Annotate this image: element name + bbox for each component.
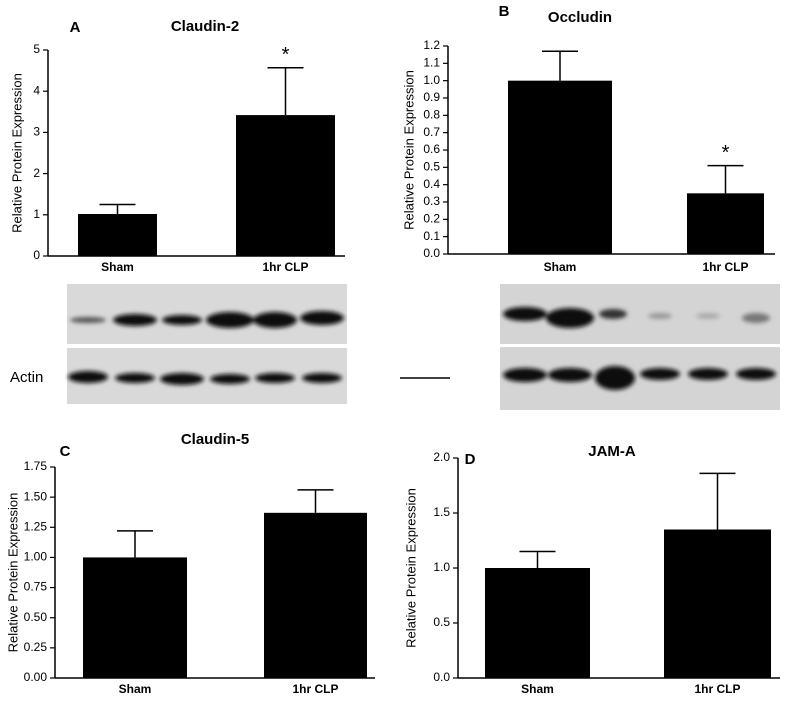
y-tick-label: 0.4 [423,177,440,191]
y-tick-label: 0.0 [433,670,450,684]
y-tick-label: 0.7 [423,125,440,139]
y-tick-label: 1.00 [24,550,48,564]
blot-panel [67,284,347,344]
y-tick-label: 0.8 [423,108,440,122]
x-tick-label: 1hr CLP [694,682,740,696]
significance-marker: * [282,44,290,66]
y-tick-label: 0.3 [423,194,440,208]
y-tick-label: 0.5 [423,160,440,174]
blot-panel [500,347,780,410]
blot-images: Actin [10,284,780,410]
y-tick-label: 2 [33,166,40,180]
bar [485,568,590,678]
blot-label: Actin [10,369,43,386]
y-tick-label: 0.2 [423,212,440,226]
blot-panel [67,348,347,404]
blot-bands [68,307,776,390]
x-tick-label: 1hr CLP [292,682,338,696]
y-tick-label: 0.00 [24,670,48,684]
y-tick-label: 1.5 [433,505,450,519]
y-tick-label: 2.0 [433,450,450,464]
y-tick-label: 0 [33,248,40,262]
y-tick-label: 0.9 [423,90,440,104]
bar [664,529,771,678]
y-tick-label: 5 [33,42,40,56]
y-tick-label: 1.0 [433,560,450,574]
chart-title: Occludin [548,9,612,26]
y-tick-label: 1 [33,207,40,221]
y-tick-label: 0.50 [24,610,48,624]
y-tick-label: 1.2 [423,38,440,52]
y-axis-label: Relative Protein Expression [403,488,418,648]
panel-label: B [499,3,510,20]
y-tick-label: 0.75 [24,580,48,594]
bar [687,193,764,254]
bar [264,512,367,678]
y-tick-label: 1.50 [24,489,48,503]
bar [78,213,157,256]
x-tick-label: Sham [101,260,134,274]
y-tick-label: 1.1 [423,56,440,70]
y-tick-label: 0.0 [423,246,440,260]
panel-label: A [70,19,81,36]
y-tick-label: 0.5 [433,615,450,629]
bar [83,557,187,678]
panel-label: C [60,443,71,460]
bar [236,115,335,256]
x-tick-label: Sham [544,260,577,274]
chart-title: Claudin-2 [171,18,239,35]
y-axis-label: Relative Protein Expression [9,73,24,233]
x-tick-label: 1hr CLP [702,260,748,274]
y-axis-label: Relative Protein Expression [401,70,416,230]
y-tick-label: 4 [33,83,40,97]
y-tick-label: 0.1 [423,229,440,243]
chart-title: Claudin-5 [181,431,249,448]
y-tick-label: 0.6 [423,142,440,156]
significance-marker: * [722,142,730,164]
y-tick-label: 1.75 [24,459,48,473]
y-tick-label: 3 [33,125,40,139]
x-tick-label: Sham [521,682,554,696]
y-axis-label: Relative Protein Expression [5,493,20,653]
y-tick-label: 1.25 [24,519,48,533]
x-tick-label: Sham [119,682,152,696]
y-tick-label: 0.25 [24,640,48,654]
chart-title: JAM-A [588,443,636,460]
y-tick-label: 1.0 [423,73,440,87]
bar [508,80,612,255]
x-tick-label: 1hr CLP [262,260,308,274]
panel-label: D [465,451,476,468]
